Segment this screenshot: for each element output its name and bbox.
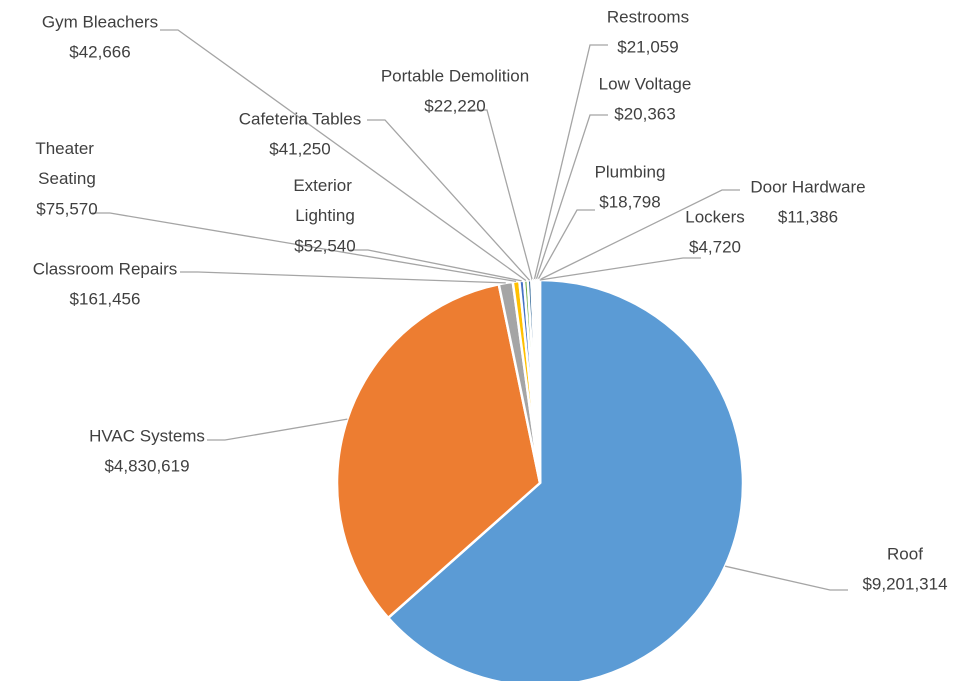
leader-line xyxy=(160,29,527,282)
data-label-value: $4,830,619 xyxy=(104,456,189,475)
leader-line xyxy=(538,189,740,281)
data-label-name: Cafeteria Tables xyxy=(239,109,362,128)
data-label-name: Theater Seating xyxy=(35,139,98,188)
data-label-name: Plumbing xyxy=(595,162,666,181)
leader-line xyxy=(207,418,348,441)
data-label-value: $21,059 xyxy=(617,37,678,56)
data-label-value: $9,201,314 xyxy=(862,574,947,593)
data-label-value: $42,666 xyxy=(69,42,130,61)
leader-line xyxy=(535,114,608,281)
leader-line xyxy=(539,257,701,281)
leader-line xyxy=(92,212,517,283)
leader-line xyxy=(180,271,506,284)
data-label-name: Restrooms xyxy=(607,7,689,26)
leader-line xyxy=(537,209,595,281)
data-label-name: HVAC Systems xyxy=(89,426,205,445)
pie-slice xyxy=(335,282,542,620)
leader-line xyxy=(533,44,608,281)
data-label-value: $18,798 xyxy=(599,192,660,211)
data-label-name: Exterior Lighting xyxy=(293,176,356,225)
data-label-name: Lockers xyxy=(685,207,745,226)
leader-line xyxy=(367,119,531,281)
data-label-name: Classroom Repairs xyxy=(33,259,178,278)
leader-line xyxy=(725,565,848,591)
data-label-value: $161,456 xyxy=(70,289,141,308)
data-label-value: $41,250 xyxy=(269,139,330,158)
data-label-value: $11,386 xyxy=(778,207,838,226)
data-label-name: Door Hardware xyxy=(750,177,865,196)
data-label-value: $52,540 xyxy=(294,236,355,255)
data-label-name: Low Voltage xyxy=(599,74,692,93)
data-label-value: $4,720 xyxy=(689,237,741,256)
data-label-name: Gym Bleachers xyxy=(42,12,158,31)
data-label-name: Portable Demolition xyxy=(381,66,529,85)
leader-line xyxy=(350,249,522,282)
data-label-value: $20,363 xyxy=(614,104,675,123)
data-label-value: $75,570 xyxy=(36,199,97,218)
leader-line xyxy=(469,109,533,281)
pie-slice xyxy=(386,278,745,681)
data-label-name: Roof xyxy=(887,544,923,563)
data-label-value: $22,220 xyxy=(424,96,485,115)
